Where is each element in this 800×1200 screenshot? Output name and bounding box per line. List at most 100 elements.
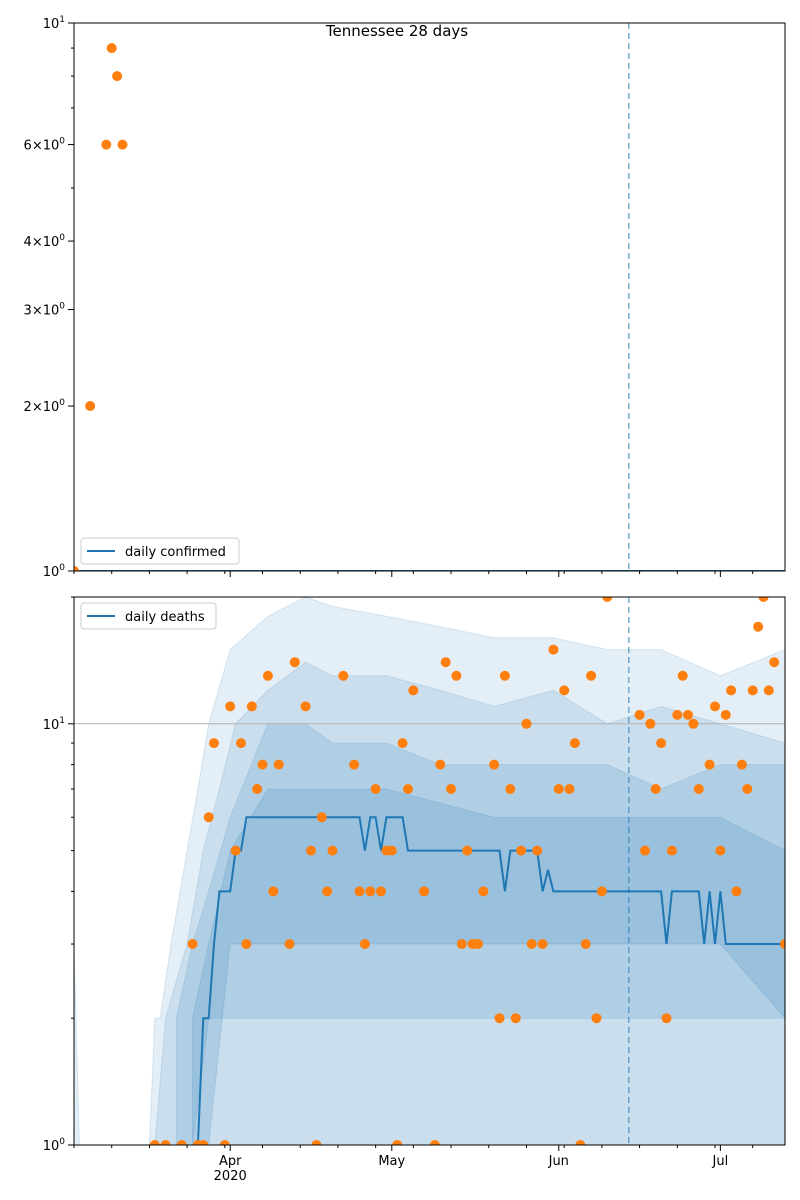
observed-point-1-47 <box>462 845 473 856</box>
observed-point-1-69 <box>591 1013 602 1024</box>
observed-point-1-70 <box>596 886 607 897</box>
y-tick-label: 6×100 <box>24 137 66 154</box>
observed-point-1-91 <box>742 784 753 794</box>
observed-point-1-19 <box>284 939 295 949</box>
observed-point-1-27 <box>338 670 349 681</box>
y-tick-label: 2×100 <box>24 398 66 415</box>
observed-point-1-41 <box>429 1140 440 1145</box>
observed-point-1-52 <box>494 1013 505 1024</box>
observed-point-1-96 <box>769 657 780 668</box>
observed-point-1-23 <box>311 1140 322 1145</box>
observed-point-1-95 <box>763 685 774 696</box>
confirmed-legend-label: daily confirmed <box>125 545 226 560</box>
x-tick-label: Apr <box>219 1154 242 1169</box>
observed-point-1-2 <box>176 1140 187 1145</box>
observed-point-1-10 <box>230 845 241 856</box>
observed-point-1-63 <box>559 685 570 696</box>
confirmed-legend: daily confirmed <box>80 537 240 565</box>
observed-point-1-29 <box>354 886 365 897</box>
x-tick-label: Jun <box>548 1154 569 1169</box>
observed-point-1-65 <box>569 738 580 749</box>
observed-point-1-44 <box>446 784 456 794</box>
observed-point-1-17 <box>268 886 279 897</box>
y-tick-label: 4×100 <box>24 233 66 250</box>
y-tick-label: 3×100 <box>24 302 66 319</box>
observed-point-1-81 <box>683 709 693 720</box>
observed-point-1-84 <box>704 759 715 770</box>
observed-point-1-56 <box>516 845 527 856</box>
observed-point-1-43 <box>440 657 451 668</box>
observed-point-1-1 <box>160 1140 171 1145</box>
observed-point-1-66 <box>575 1140 586 1145</box>
observed-point-1-7 <box>209 738 219 749</box>
observed-point-1-73 <box>640 845 650 856</box>
x-tick-label: May <box>378 1154 405 1169</box>
observed-point-1-40 <box>419 886 430 897</box>
observed-point-1-59 <box>532 845 543 856</box>
observed-point-1-37 <box>397 738 408 749</box>
observed-point-1-20 <box>289 657 300 668</box>
observed-point-1-30 <box>359 939 370 949</box>
observed-point-1-82 <box>688 718 699 729</box>
observed-point-1-86 <box>715 845 726 856</box>
observed-point-1-94 <box>758 597 769 602</box>
observed-point-1-15 <box>257 759 268 770</box>
observed-point-0-3 <box>106 43 117 54</box>
observed-point-1-21 <box>300 701 311 712</box>
observed-point-1-6 <box>203 812 214 823</box>
observed-point-1-53 <box>499 670 510 681</box>
deaths-plot-area <box>73 596 786 1146</box>
observed-point-1-26 <box>327 845 338 856</box>
observed-point-1-60 <box>537 939 548 949</box>
observed-point-1-61 <box>548 644 559 655</box>
observed-point-1-92 <box>747 685 758 696</box>
observed-point-1-87 <box>720 709 731 720</box>
observed-point-1-13 <box>246 701 257 712</box>
observed-point-1-49 <box>473 939 483 949</box>
observed-point-1-8 <box>219 1140 230 1145</box>
observed-point-1-58 <box>526 939 537 949</box>
observed-point-1-22 <box>306 845 316 856</box>
observed-point-1-55 <box>510 1013 521 1024</box>
confirmed-legend-box <box>80 537 240 565</box>
observed-point-1-85 <box>710 701 720 712</box>
observed-point-0-2 <box>101 139 112 150</box>
observed-point-1-68 <box>586 670 597 681</box>
observed-point-1-14 <box>252 784 263 794</box>
observed-point-1-89 <box>731 886 742 897</box>
daily-deaths-line <box>196 816 785 1145</box>
chart-title: Tennessee 28 days <box>325 22 468 40</box>
observed-point-1-39 <box>408 685 419 696</box>
observed-point-1-5 <box>198 1140 209 1145</box>
observed-point-1-45 <box>451 670 462 681</box>
observed-point-1-72 <box>634 709 645 720</box>
observed-point-1-12 <box>241 939 252 949</box>
x-tick-label: 2020 <box>214 1169 247 1184</box>
observed-point-1-78 <box>666 845 677 856</box>
observed-point-1-50 <box>478 886 489 897</box>
observed-point-1-64 <box>564 784 575 794</box>
observed-point-0-5 <box>117 139 128 150</box>
observed-point-1-16 <box>262 670 273 681</box>
observed-point-1-24 <box>316 812 327 823</box>
observed-point-1-0 <box>149 1140 160 1145</box>
deaths-legend-label: daily deaths <box>125 610 205 625</box>
observed-point-1-62 <box>553 784 564 794</box>
observed-point-1-32 <box>370 784 381 794</box>
observed-point-1-71 <box>602 597 613 602</box>
observed-point-1-67 <box>580 939 591 949</box>
observed-point-1-75 <box>650 784 661 794</box>
confirmed-panel: Tennessee 28 days 1016×1004×1003×1002×10… <box>24 15 786 580</box>
observed-point-1-83 <box>693 784 704 794</box>
observed-point-1-3 <box>187 939 198 949</box>
observed-point-0-0 <box>74 566 79 571</box>
observed-point-1-80 <box>677 670 688 681</box>
observed-point-0-1 <box>85 401 96 411</box>
observed-point-1-9 <box>225 701 236 712</box>
observed-point-1-35 <box>386 845 397 856</box>
x-tick-label: Jul <box>712 1154 729 1169</box>
observed-point-1-31 <box>365 886 376 897</box>
observed-point-1-77 <box>661 1013 672 1024</box>
